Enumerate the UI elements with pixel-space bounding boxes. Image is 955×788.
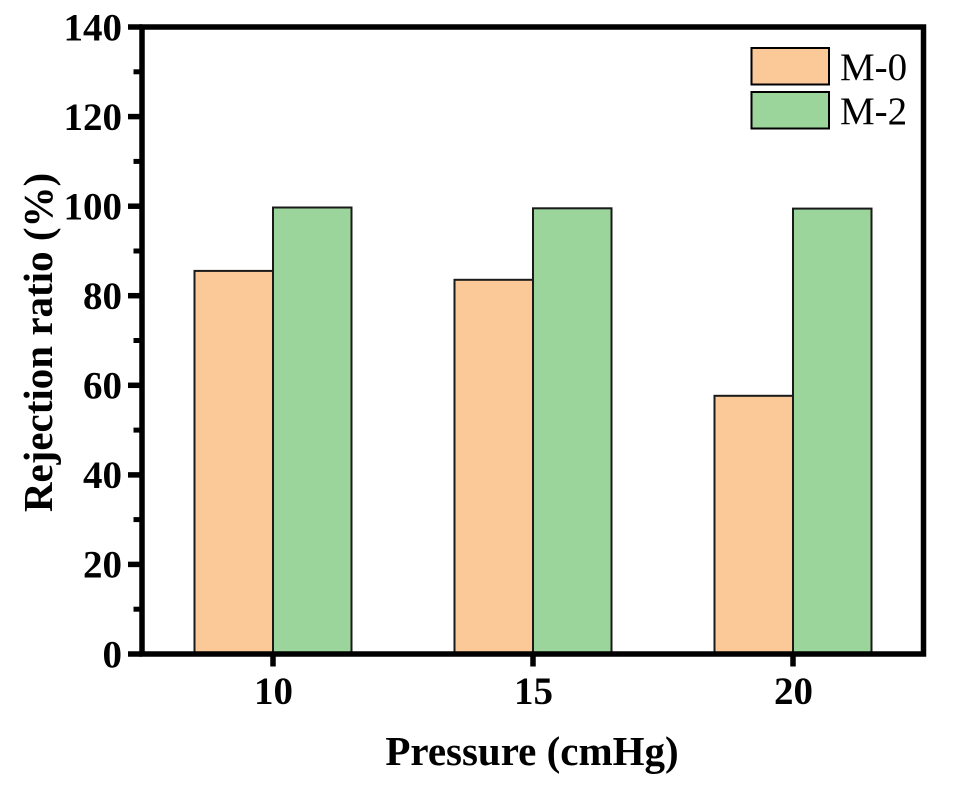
svg-text:80: 80 xyxy=(83,275,122,318)
svg-text:M-0: M-0 xyxy=(840,46,907,89)
svg-text:Rejection ratio (%): Rejection ratio (%) xyxy=(15,173,61,512)
svg-text:15: 15 xyxy=(514,670,553,713)
svg-text:60: 60 xyxy=(83,365,122,408)
svg-text:100: 100 xyxy=(64,186,123,229)
svg-text:120: 120 xyxy=(64,96,123,139)
svg-text:0: 0 xyxy=(103,633,123,676)
svg-text:140: 140 xyxy=(64,6,123,49)
svg-text:Pressure (cmHg): Pressure (cmHg) xyxy=(385,728,678,774)
svg-text:M-2: M-2 xyxy=(840,90,907,133)
svg-text:40: 40 xyxy=(83,454,122,497)
svg-text:10: 10 xyxy=(254,670,293,713)
svg-text:20: 20 xyxy=(83,544,122,587)
svg-text:20: 20 xyxy=(774,670,813,713)
